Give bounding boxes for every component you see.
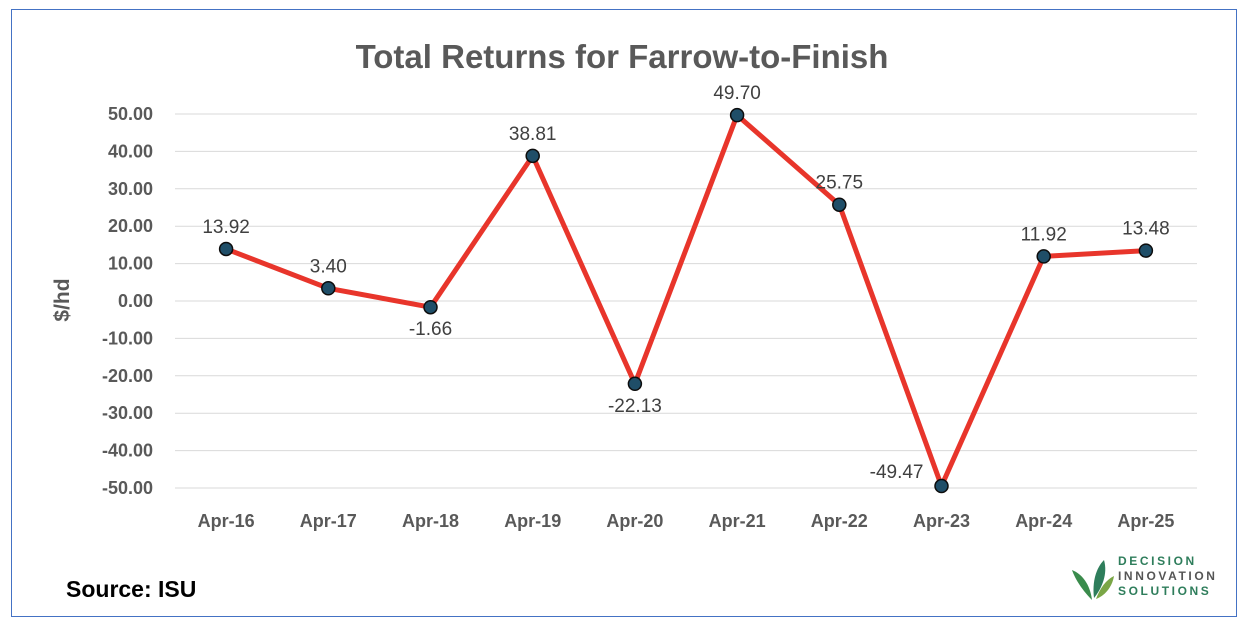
company-logo: DECISION INNOVATION SOLUTIONS	[1070, 552, 1230, 602]
logo-line-1: DECISION	[1118, 554, 1197, 568]
x-tick-label: Apr-19	[504, 511, 561, 531]
data-label: 13.48	[1122, 219, 1170, 240]
data-label: -22.13	[608, 396, 662, 417]
series-line	[223, 112, 1149, 489]
logo-line-3: SOLUTIONS	[1118, 584, 1212, 598]
y-tick-label: 0.00	[118, 291, 153, 311]
y-tick-label: 30.00	[108, 179, 153, 199]
chart-title: Total Returns for Farrow-to-Finish	[356, 38, 889, 75]
y-tick-label: 10.00	[108, 254, 153, 274]
leaf-logo-icon	[1072, 560, 1114, 600]
gridlines	[175, 113, 1197, 489]
data-point	[729, 107, 745, 123]
x-tick-label: Apr-16	[198, 511, 255, 531]
data-point	[1138, 243, 1154, 258]
data-label: 11.92	[1021, 224, 1067, 245]
data-point	[934, 478, 949, 494]
source-note: Source: ISU	[66, 576, 197, 602]
x-tick-label: Apr-18	[402, 511, 459, 531]
y-tick-label: -20.00	[102, 366, 153, 386]
x-tick-label: Apr-25	[1117, 511, 1174, 531]
series-markers	[218, 107, 1154, 494]
data-point	[423, 299, 438, 315]
y-tick-label: -50.00	[102, 478, 153, 498]
y-tick-label: 20.00	[108, 216, 153, 236]
x-tick-label: Apr-21	[709, 511, 766, 531]
x-axis-ticks: Apr-16 Apr-17 Apr-18 Apr-19 Apr-20 Apr-21 Apr-…	[198, 511, 1175, 531]
data-label: -1.66	[409, 319, 452, 340]
data-label: 49.70	[713, 83, 761, 104]
data-point	[218, 241, 234, 257]
x-tick-label: Apr-20	[606, 511, 663, 531]
data-point	[525, 148, 540, 164]
y-tick-label: -30.00	[102, 403, 153, 423]
logo-line-2: INNOVATION	[1118, 569, 1218, 583]
y-tick-label: 40.00	[108, 141, 153, 161]
series-line-path	[223, 112, 1149, 489]
y-axis-ticks: 50.00 40.00 30.00 20.00 10.00 0.00 -10.00 -20.0…	[102, 104, 153, 498]
x-tick-label: Apr-23	[913, 511, 970, 531]
x-tick-label: Apr-22	[811, 511, 868, 531]
y-tick-label: -40.00	[102, 441, 153, 461]
logo-wordmark: DECISION INNOVATION SOLUTIONS	[1118, 554, 1218, 599]
y-axis-label: $/hd	[51, 278, 74, 321]
data-point	[832, 197, 847, 212]
chart-frame	[11, 9, 1237, 617]
data-point	[321, 281, 336, 296]
data-labels: 13.92 3.40 -1.66 38.81 -22.13 49.70 25.75 -49.4…	[202, 83, 1169, 483]
data-label: 3.40	[310, 256, 347, 277]
data-point	[1036, 249, 1051, 264]
x-tick-label: Apr-17	[300, 511, 357, 531]
y-tick-label: -10.00	[102, 328, 153, 348]
data-label: 38.81	[509, 124, 557, 145]
data-label: -49.47	[870, 462, 924, 483]
data-label: 13.92	[202, 217, 250, 238]
data-point	[627, 376, 643, 392]
y-tick-label: 50.00	[108, 104, 153, 124]
x-tick-label: Apr-24	[1015, 511, 1072, 531]
data-label: 25.75	[816, 173, 864, 194]
